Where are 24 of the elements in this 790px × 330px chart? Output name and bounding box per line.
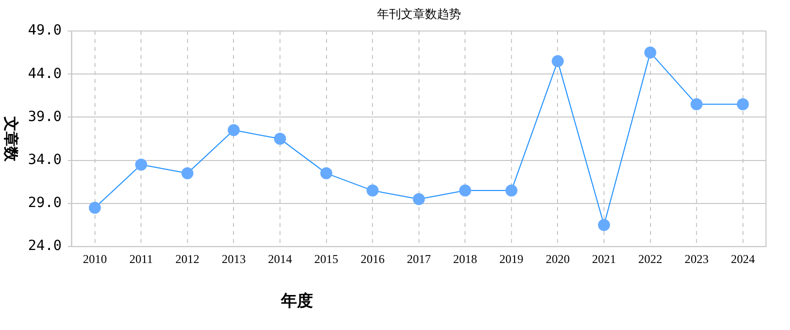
- y-tick-label: 39.0: [28, 108, 62, 125]
- x-tick-label: 2016: [360, 252, 385, 266]
- chart-title: 年刊文章数趋势: [376, 7, 461, 22]
- x-tick-label: 2011: [129, 252, 153, 266]
- y-tick-label: 49.0: [28, 22, 62, 39]
- y-tick-label: 44.0: [28, 66, 62, 82]
- x-tick-label: 2012: [175, 252, 200, 266]
- x-tick-label: 2018: [453, 252, 478, 266]
- x-tick-label: 2010: [82, 252, 107, 266]
- y-axis-title: 文章数: [2, 115, 20, 162]
- y-tick-label: 29.0: [28, 195, 62, 212]
- y-tick-label: 24.0: [28, 238, 62, 254]
- x-tick-label: 2017: [406, 252, 431, 266]
- x-tick-label: 2021: [592, 252, 616, 266]
- x-tick-label: 2015: [314, 252, 338, 266]
- x-tick-label: 2013: [222, 252, 246, 266]
- x-tick-label: 2024: [730, 252, 755, 266]
- x-tick-label: 2020: [546, 252, 570, 266]
- y-tick-label: 34.0: [28, 152, 62, 168]
- x-tick-label: 2022: [638, 252, 662, 266]
- x-tick-label: 2023: [684, 252, 709, 266]
- x-tick-label: 2014: [268, 252, 292, 266]
- x-tick-label: 2019: [499, 252, 524, 266]
- x-axis-title: 年度: [280, 291, 313, 310]
